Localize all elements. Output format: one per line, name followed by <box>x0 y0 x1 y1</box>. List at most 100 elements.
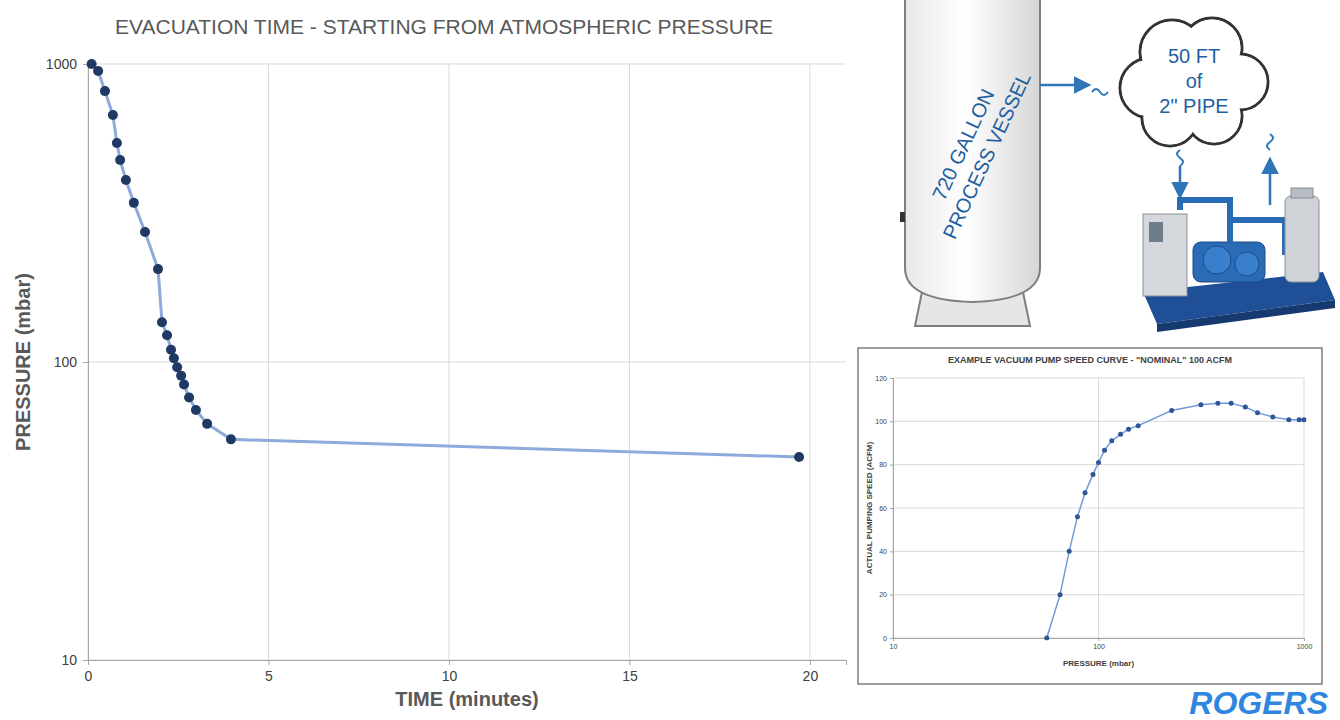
tick-label: 40 <box>879 548 887 555</box>
data-point <box>166 345 176 355</box>
pipe-label-line: 2" PIPE <box>1159 95 1228 117</box>
x-axis-title: PRESSURE (mbar) <box>1063 659 1134 668</box>
pipe-label-line: of <box>1186 70 1203 92</box>
tick-mark <box>83 362 88 363</box>
data-point <box>1270 415 1275 420</box>
separator-cap <box>1291 188 1313 198</box>
data-point <box>121 175 131 185</box>
y-axis-title: PRESSURE (mbar) <box>12 273 34 451</box>
tick-mark <box>268 660 269 665</box>
data-point <box>176 371 186 381</box>
tick-label: 10 <box>890 643 898 650</box>
vessel-label: 720 GALLONPROCESS VESSEL <box>915 58 1035 242</box>
cabinet-panel <box>1149 222 1163 242</box>
grid-line <box>893 594 1304 595</box>
tick: 0 <box>883 635 893 642</box>
data-point <box>226 434 236 444</box>
data-point <box>115 155 125 165</box>
data-point <box>1243 405 1248 410</box>
tick: 100 <box>875 418 893 425</box>
data-point <box>1058 592 1063 597</box>
grid-line <box>893 421 1304 422</box>
chart-title: EXAMPLE VACUUM PUMP SPEED CURVE - "NOMIN… <box>948 355 1232 365</box>
data-point <box>1096 460 1101 465</box>
data-point <box>1229 401 1234 406</box>
tick: 20 <box>879 591 893 598</box>
axis-line <box>89 661 847 666</box>
tick-mark <box>629 660 630 665</box>
data-point <box>129 198 139 208</box>
grid-line <box>88 64 846 65</box>
data-point <box>157 317 167 327</box>
tick-mark <box>1304 638 1305 641</box>
pump-piping <box>1180 200 1285 255</box>
tick: 60 <box>879 505 893 512</box>
vessel-nozzle <box>900 212 905 222</box>
tick: 120 <box>875 375 893 382</box>
tick-label: 20 <box>803 668 819 684</box>
control-cabinet <box>1143 214 1187 296</box>
tick: 0 <box>85 660 93 684</box>
pipe-label-line: 50 FT <box>1168 45 1220 67</box>
data-point <box>108 110 118 120</box>
tick: 1000 <box>46 56 88 72</box>
tick-mark <box>449 660 450 665</box>
tick-label: 5 <box>265 668 273 684</box>
pump-motor <box>1203 246 1231 274</box>
data-line <box>92 64 799 457</box>
flow-arrow <box>1040 84 1088 87</box>
grid-line <box>893 508 1304 509</box>
tick: 10 <box>890 638 898 650</box>
main-chart: 05101520101001000EVACUATION TIME - START… <box>12 15 847 710</box>
tick-mark <box>890 595 893 596</box>
vessel-label-line: PROCESS VESSEL <box>939 69 1036 243</box>
pump-skid <box>1143 188 1335 332</box>
tick-label: 1000 <box>46 56 77 72</box>
data-point <box>1215 401 1220 406</box>
tick-label: 0 <box>85 668 93 684</box>
pump-motor <box>1235 252 1259 276</box>
data-point <box>93 66 103 76</box>
vessel-body <box>905 0 1040 302</box>
tick: 100 <box>54 354 88 370</box>
inset-frame <box>858 348 1322 684</box>
pipe-break <box>1177 150 1183 166</box>
data-point <box>112 138 122 148</box>
tick-label: 80 <box>879 461 887 468</box>
tick-mark <box>890 638 893 639</box>
tick: 80 <box>879 461 893 468</box>
data-point <box>1297 417 1302 422</box>
tick-mark <box>890 465 893 466</box>
data-point <box>140 227 150 237</box>
plot-area <box>87 59 804 462</box>
tick-label: 10 <box>61 652 77 668</box>
tick-label: 120 <box>875 375 887 382</box>
y-axis: 0 20 40 60 80 100 120 <box>875 375 893 642</box>
tick-label: 100 <box>54 354 78 370</box>
grid <box>88 64 846 660</box>
data-point <box>1126 427 1131 432</box>
tick-mark <box>890 378 893 379</box>
axis-line <box>894 639 1305 642</box>
skid-side <box>1157 300 1335 332</box>
data-point <box>1083 490 1088 495</box>
data-point <box>1169 408 1174 413</box>
tick-label: 100 <box>1093 643 1105 650</box>
tick-mark <box>890 551 893 552</box>
grid-line <box>893 551 1304 552</box>
tick-mark <box>890 421 893 422</box>
tick: 40 <box>879 548 893 555</box>
tick: 5 <box>265 660 273 684</box>
data-point <box>1255 410 1260 415</box>
data-line <box>1047 403 1304 638</box>
tick-label: 100 <box>875 418 887 425</box>
cloud-fill <box>1156 46 1229 119</box>
data-point <box>179 380 189 390</box>
data-point <box>202 419 212 429</box>
flow-arrow <box>1269 160 1272 205</box>
tick: 20 <box>803 660 819 684</box>
data-point <box>1090 472 1095 477</box>
tick-label: 15 <box>622 668 638 684</box>
pump-body <box>1193 242 1265 282</box>
flow-arrow <box>1179 166 1182 196</box>
